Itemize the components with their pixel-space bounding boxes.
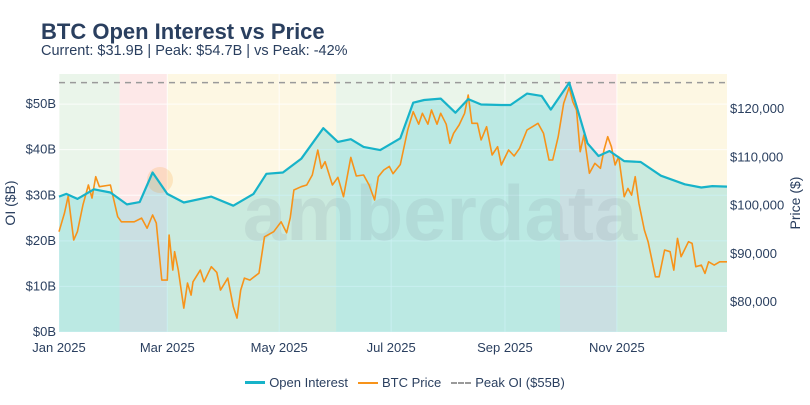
open-interest-line bbox=[58, 81, 728, 207]
y-right-tick-label: $120,000 bbox=[730, 101, 784, 116]
legend-swatch-peak bbox=[451, 381, 472, 384]
legend-label-peak: Peak OI ($55B) bbox=[475, 375, 565, 390]
chart-title: BTC Open Interest vs Price bbox=[41, 19, 325, 44]
watermark-logo: amberdata bbox=[243, 169, 638, 257]
legend-label-price: BTC Price bbox=[381, 375, 442, 390]
y-left-tick-label: $50B bbox=[26, 96, 56, 111]
x-tick-label: Sep 2025 bbox=[477, 340, 533, 355]
y-left-tick-label: $20B bbox=[26, 233, 56, 248]
y-right-tick-label: $100,000 bbox=[730, 198, 784, 213]
y-left-tick-label: $30B bbox=[26, 187, 56, 202]
y-left-tick-label: $0B bbox=[33, 324, 56, 339]
legend-swatch-price bbox=[357, 381, 378, 384]
legend-item-peak-oi[interactable]: Peak OI ($55B) bbox=[451, 375, 565, 390]
y-right-tick-label: $110,000 bbox=[730, 149, 783, 164]
y-right-tick-label: $80,000 bbox=[730, 294, 777, 309]
oi-area bbox=[59, 82, 727, 332]
region-green bbox=[336, 74, 560, 332]
legend: Open Interest BTC Price Peak OI ($55B) bbox=[0, 375, 810, 390]
region-yellow bbox=[616, 74, 727, 332]
legend-label-oi: Open Interest bbox=[269, 375, 348, 390]
watermark-logo-dot bbox=[147, 167, 173, 193]
y-left-tick-label: $40B bbox=[26, 142, 56, 157]
region-red bbox=[560, 74, 617, 332]
region-yellow bbox=[167, 74, 337, 332]
y-right-axis-title: Price ($) bbox=[787, 177, 803, 230]
x-tick-label: Nov 2025 bbox=[589, 340, 645, 355]
x-tick-label: Mar 2025 bbox=[140, 340, 195, 355]
y-right-tick-label: $90,000 bbox=[730, 246, 777, 261]
legend-swatch-oi bbox=[245, 381, 266, 384]
x-tick-label: Jul 2025 bbox=[367, 340, 416, 355]
btc-price-line bbox=[58, 86, 727, 319]
legend-item-open-interest[interactable]: Open Interest bbox=[245, 375, 348, 390]
y-left-tick-label: $10B bbox=[26, 278, 56, 293]
legend-item-btc-price[interactable]: BTC Price bbox=[357, 375, 442, 390]
x-tick-label: May 2025 bbox=[251, 340, 308, 355]
region-red bbox=[119, 74, 168, 332]
x-tick-label: Jan 2025 bbox=[32, 340, 86, 355]
y-left-axis-title: OI ($B) bbox=[2, 180, 18, 225]
chart-subtitle: Current: $31.9B | Peak: $54.7B | vs Peak… bbox=[41, 43, 348, 59]
